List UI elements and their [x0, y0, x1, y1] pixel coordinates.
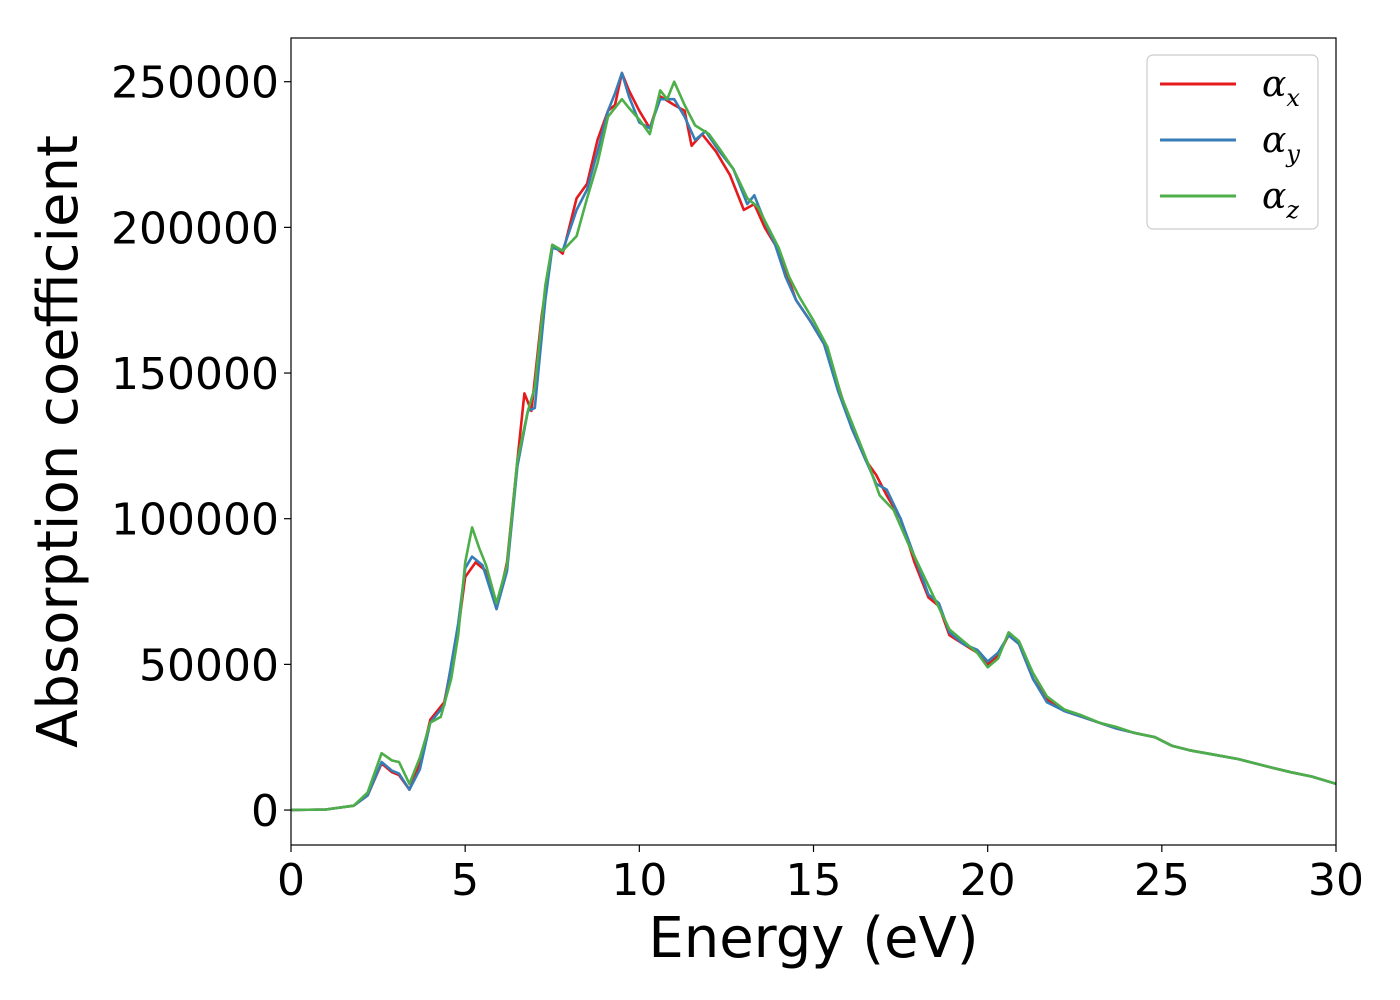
- y-tick-label: 0: [251, 786, 279, 837]
- x-tick-label: 5: [451, 855, 479, 906]
- legend-label-z: αz: [1262, 176, 1299, 224]
- legend-symbol: α: [1262, 176, 1286, 217]
- x-axis-title: Energy (eV): [648, 906, 978, 971]
- legend-symbol: α: [1262, 64, 1286, 105]
- legend-symbol: α: [1262, 120, 1286, 161]
- x-tick-label: 0: [277, 855, 305, 906]
- x-tick-label: 20: [960, 855, 1016, 906]
- series-line-y: [291, 71, 1336, 812]
- x-tick-label: 25: [1134, 855, 1190, 906]
- y-tick-label: 200000: [111, 203, 279, 254]
- plot-area: [291, 71, 1336, 812]
- legend-box: [1146, 54, 1319, 230]
- y-tick-label: 250000: [111, 58, 279, 109]
- y-tick-label: 100000: [111, 495, 279, 546]
- legend-label-x: αx: [1262, 64, 1300, 112]
- y-tick-label: 50000: [139, 640, 279, 691]
- x-tick-label: 10: [611, 855, 667, 906]
- y-axis-title: Absorption coefficient: [26, 135, 91, 748]
- legend-subscript: x: [1286, 84, 1300, 112]
- axes: 0 5 10 15 20 25 30 0 50000 100000 150000 200000 2500…: [111, 37, 1364, 906]
- x-tick-label: 30: [1308, 855, 1364, 906]
- series-line-z: [291, 80, 1336, 812]
- legend-subscript: y: [1285, 140, 1300, 168]
- legend-subscript: z: [1285, 196, 1299, 224]
- y-tick-label: 150000: [111, 349, 279, 400]
- legend-label-y: αy: [1262, 120, 1300, 168]
- x-tick-label: 15: [786, 855, 842, 906]
